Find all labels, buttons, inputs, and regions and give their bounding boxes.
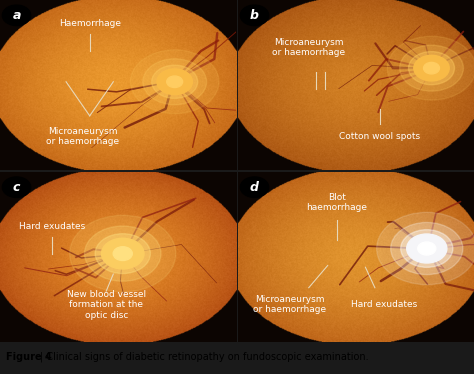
Circle shape xyxy=(414,55,449,81)
Circle shape xyxy=(407,234,447,263)
Circle shape xyxy=(401,230,453,267)
Circle shape xyxy=(113,247,132,261)
Circle shape xyxy=(152,65,198,98)
Circle shape xyxy=(84,226,161,281)
Text: Microaneurysm
or haemorrhage: Microaneurysm or haemorrhage xyxy=(272,38,346,57)
Circle shape xyxy=(130,50,219,114)
Text: New blood vessel
formation at the
optic disc: New blood vessel formation at the optic … xyxy=(67,290,146,320)
Text: c: c xyxy=(13,181,20,194)
Circle shape xyxy=(101,238,144,269)
Circle shape xyxy=(409,52,455,85)
Text: Microaneurysm
or haemorrhage: Microaneurysm or haemorrhage xyxy=(253,295,327,315)
Circle shape xyxy=(400,45,464,91)
Text: d: d xyxy=(250,181,259,194)
Text: | Clinical signs of diabetic retinopathy on fundoscopic examination.: | Clinical signs of diabetic retinopathy… xyxy=(40,352,368,362)
Text: Cotton wool spots: Cotton wool spots xyxy=(339,132,420,141)
Circle shape xyxy=(387,36,474,100)
Circle shape xyxy=(2,177,31,197)
Text: Haemorrhage: Haemorrhage xyxy=(59,19,121,28)
Circle shape xyxy=(424,62,439,74)
Text: Hard exudates: Hard exudates xyxy=(351,300,418,309)
Circle shape xyxy=(240,5,269,25)
Text: Microaneurysm
or haemorrhage: Microaneurysm or haemorrhage xyxy=(46,126,119,146)
Circle shape xyxy=(95,234,150,273)
Circle shape xyxy=(240,177,269,197)
Circle shape xyxy=(143,59,207,105)
Circle shape xyxy=(418,242,436,255)
Text: Hard exudates: Hard exudates xyxy=(19,222,85,231)
Text: a: a xyxy=(12,9,21,22)
Circle shape xyxy=(157,69,192,95)
Text: Figure 4: Figure 4 xyxy=(6,352,55,362)
Circle shape xyxy=(70,215,176,292)
Circle shape xyxy=(167,76,182,88)
Text: Blot
haemorrhage: Blot haemorrhage xyxy=(307,193,368,212)
Circle shape xyxy=(377,212,474,285)
Text: b: b xyxy=(250,9,259,22)
Circle shape xyxy=(391,223,463,275)
Circle shape xyxy=(2,5,31,25)
